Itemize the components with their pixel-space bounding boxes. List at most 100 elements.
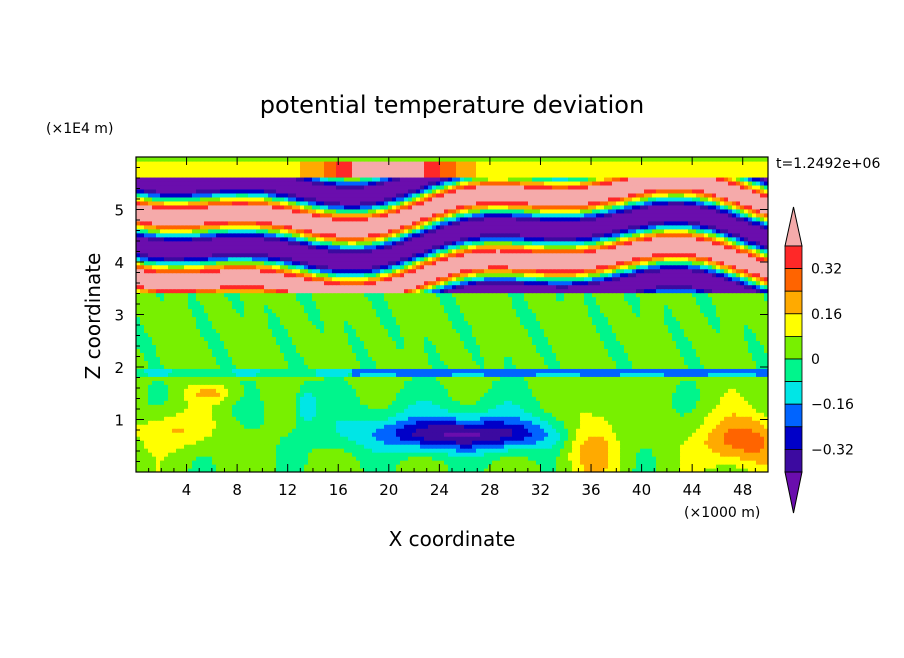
contour-cell xyxy=(264,380,269,385)
contour-cell xyxy=(440,464,445,469)
contour-cell xyxy=(552,396,557,401)
contour-cell xyxy=(476,348,481,353)
contour-cell xyxy=(636,396,641,401)
contour-cell xyxy=(476,364,481,369)
contour-cell xyxy=(640,364,645,369)
contour-cell xyxy=(216,444,221,449)
contour-cell xyxy=(236,440,241,445)
contour-cell xyxy=(680,364,685,369)
contour-cell xyxy=(308,396,313,401)
contour-cell xyxy=(224,468,229,472)
contour-cell xyxy=(524,392,529,397)
contour-cell xyxy=(684,416,689,421)
contour-cell xyxy=(756,412,761,417)
contour-cell xyxy=(484,400,489,405)
contour-cell xyxy=(608,460,613,465)
contour-cell xyxy=(588,420,593,425)
contour-cell xyxy=(168,416,173,421)
contour-cell xyxy=(600,356,605,361)
contour-cell xyxy=(596,432,601,437)
contour-cell xyxy=(140,420,145,425)
contour-cell xyxy=(492,400,497,405)
contour-cell xyxy=(460,440,465,445)
contour-cell xyxy=(264,372,269,377)
contour-cell xyxy=(532,432,537,437)
contour-cell xyxy=(760,412,765,417)
contour-cell xyxy=(136,444,141,449)
contour-cell xyxy=(660,444,665,449)
contour-cell xyxy=(596,348,601,353)
contour-cell xyxy=(320,400,325,405)
contour-cell xyxy=(620,436,625,441)
contour-cell xyxy=(408,440,413,445)
contour-cell xyxy=(600,380,605,385)
contour-cell xyxy=(452,456,457,461)
contour-cell xyxy=(688,372,693,377)
contour-cell xyxy=(692,392,697,397)
contour-cell xyxy=(352,408,357,413)
contour-cell xyxy=(600,444,605,449)
contour-cell xyxy=(676,452,681,457)
contour-cell xyxy=(264,396,269,401)
contour-cell xyxy=(748,404,753,409)
contour-cell xyxy=(328,356,333,361)
contour-cell xyxy=(252,432,257,437)
contour-cell xyxy=(692,452,697,457)
contour-cell xyxy=(444,436,449,441)
contour-cell xyxy=(708,412,713,417)
contour-cell xyxy=(344,348,349,353)
contour-cell xyxy=(588,356,593,361)
contour-cell xyxy=(476,376,481,381)
contour-cell xyxy=(180,460,185,465)
contour-cell xyxy=(712,360,717,365)
contour-cell xyxy=(612,468,617,472)
contour-cell xyxy=(268,400,273,405)
contour-cell xyxy=(764,384,768,389)
contour-cell xyxy=(288,404,293,409)
contour-cell xyxy=(172,416,177,421)
contour-cell xyxy=(212,424,217,429)
contour-cell xyxy=(272,356,277,361)
contour-cell xyxy=(744,428,749,433)
contour-cell xyxy=(344,388,349,393)
contour-cell xyxy=(564,372,569,377)
contour-cell xyxy=(136,372,141,377)
contour-cell xyxy=(732,384,737,389)
contour-cell xyxy=(364,468,369,472)
contour-cell xyxy=(716,356,721,361)
contour-cell xyxy=(544,396,549,401)
contour-cell xyxy=(172,400,177,405)
contour-cell xyxy=(644,444,649,449)
contour-cell xyxy=(380,376,385,381)
contour-cell xyxy=(628,376,633,381)
contour-cell xyxy=(264,468,269,472)
contour-cell xyxy=(428,412,433,417)
contour-cell xyxy=(300,408,305,413)
contour-cell xyxy=(764,464,768,469)
contour-cell xyxy=(368,360,373,365)
contour-cell xyxy=(240,424,245,429)
contour-cell xyxy=(436,456,441,461)
contour-cell xyxy=(156,380,161,385)
contour-cell xyxy=(620,432,625,437)
contour-cell xyxy=(684,448,689,453)
contour-cell xyxy=(148,464,153,469)
contour-cell xyxy=(220,392,225,397)
contour-cell xyxy=(644,428,649,433)
contour-cell xyxy=(680,460,685,465)
contour-cell xyxy=(620,384,625,389)
contour-cell xyxy=(572,356,577,361)
contour-cell xyxy=(740,432,745,437)
contour-cell xyxy=(392,368,397,373)
contour-cell xyxy=(412,460,417,465)
contour-cell xyxy=(688,392,693,397)
contour-cell xyxy=(464,420,469,425)
contour-cell xyxy=(364,460,369,465)
contour-cell xyxy=(520,436,525,441)
contour-cell xyxy=(408,432,413,437)
contour-cell xyxy=(648,372,653,377)
contour-cell xyxy=(656,416,661,421)
contour-cell xyxy=(692,428,697,433)
contour-cell xyxy=(564,352,569,357)
contour-cell xyxy=(488,416,493,421)
